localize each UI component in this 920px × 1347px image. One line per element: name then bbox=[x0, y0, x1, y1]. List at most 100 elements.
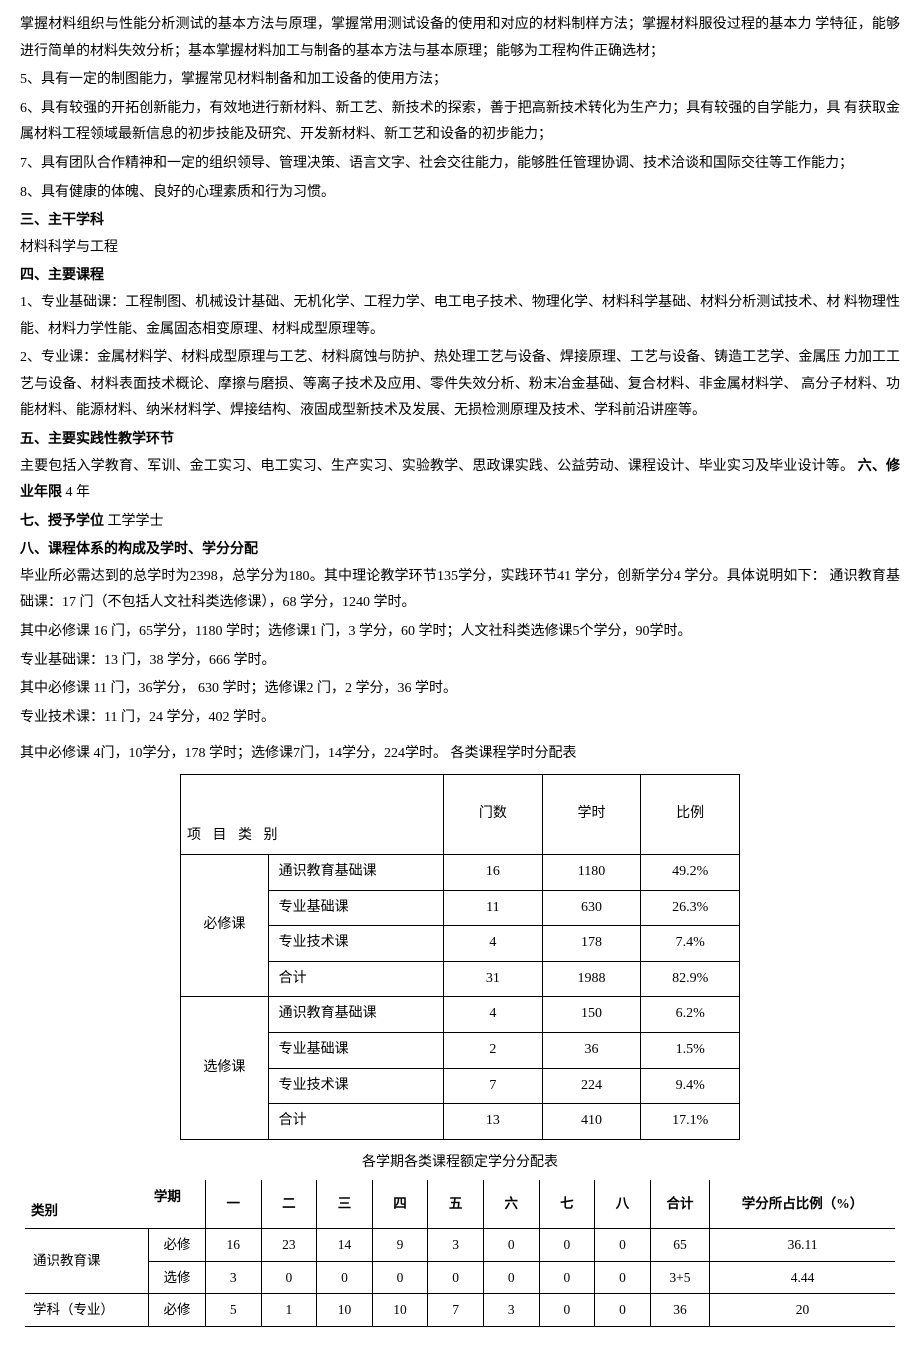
cell-hours: 224 bbox=[542, 1068, 641, 1104]
cell: 0 bbox=[595, 1294, 651, 1327]
semester-table-title: 各学期各类课程额定学分分配表 bbox=[20, 1150, 900, 1177]
cell-count: 31 bbox=[444, 961, 543, 997]
section-4-paragraph: 2、专业课：金属材料学、材料成型原理与工艺、材料腐蚀与防护、热处理工艺与设备、焊… bbox=[20, 345, 900, 425]
section-3-body: 材料科学与工程 bbox=[20, 235, 900, 262]
section-8-paragraph: 专业技术课：11 门，24 学分，402 学时。 bbox=[20, 705, 900, 732]
cell-count: 13 bbox=[444, 1104, 543, 1140]
sem-header: 学分所占比例（%） bbox=[710, 1180, 895, 1228]
row-name: 专业技术课 bbox=[268, 926, 443, 962]
sub-label: 必修 bbox=[149, 1228, 206, 1261]
section-7-title: 七、授予学位 bbox=[20, 514, 104, 529]
section-8-paragraph: 其中必修课 11 门，36学分， 630 学时；选修课2 门，2 学分，36 学… bbox=[20, 676, 900, 703]
cell: 0 bbox=[483, 1228, 539, 1261]
sub-label: 必修 bbox=[149, 1294, 206, 1327]
diag-bottom-label: 类别 bbox=[31, 1198, 58, 1224]
diag-top-label: 学期 bbox=[154, 1184, 181, 1210]
sem-header: 七 bbox=[539, 1180, 595, 1228]
semester-credits-table: 学期 类别 一 二 三 四 五 六 七 八 合计 学分所占比例（%） 通识教育课… bbox=[25, 1180, 895, 1326]
course-hours-table-wrap: 项 目 类 别 门数 学时 比例 必修课 通识教育基础课 16 1180 49.… bbox=[20, 774, 900, 1140]
row-name: 专业技术课 bbox=[268, 1068, 443, 1104]
group-label: 必修课 bbox=[181, 855, 269, 997]
table-row: 选修课 通识教育基础课 4 150 6.2% bbox=[181, 997, 740, 1033]
cell: 0 bbox=[595, 1228, 651, 1261]
section-8-title: 八、课程体系的构成及学时、学分分配 bbox=[20, 537, 900, 564]
course-hours-table: 项 目 类 别 门数 学时 比例 必修课 通识教育基础课 16 1180 49.… bbox=[180, 774, 740, 1140]
cell: 65 bbox=[650, 1228, 709, 1261]
section-5-title: 五、主要实践性教学环节 bbox=[20, 427, 900, 454]
cell: 0 bbox=[261, 1261, 317, 1294]
cell-pct: 6.2% bbox=[641, 997, 740, 1033]
section-8-paragraph: 其中必修课 4门，10学分，178 学时；选修课7门，14学分，224学时。 各… bbox=[20, 741, 900, 768]
cell: 0 bbox=[595, 1261, 651, 1294]
cell: 10 bbox=[372, 1294, 428, 1327]
cell-pct: 7.4% bbox=[641, 926, 740, 962]
row-name: 专业基础课 bbox=[268, 1033, 443, 1069]
cell-hours: 1180 bbox=[542, 855, 641, 891]
row-name: 合计 bbox=[268, 961, 443, 997]
cell-count: 4 bbox=[444, 926, 543, 962]
cell: 3 bbox=[428, 1228, 484, 1261]
cell: 0 bbox=[539, 1261, 595, 1294]
table-row: 通识教育课 必修 16 23 14 9 3 0 0 0 65 36.11 bbox=[25, 1228, 895, 1261]
cell: 0 bbox=[428, 1261, 484, 1294]
column-header: 比例 bbox=[641, 775, 740, 855]
row-name: 通识教育基础课 bbox=[268, 855, 443, 891]
cell: 10 bbox=[317, 1294, 373, 1327]
cell: 0 bbox=[539, 1294, 595, 1327]
column-header: 学时 bbox=[542, 775, 641, 855]
section-7-body: 工学学士 bbox=[104, 514, 164, 529]
cell: 0 bbox=[483, 1261, 539, 1294]
cell: 3+5 bbox=[650, 1261, 709, 1294]
section-7: 七、授予学位 工学学士 bbox=[20, 509, 900, 536]
sem-header: 八 bbox=[595, 1180, 651, 1228]
cell: 14 bbox=[317, 1228, 373, 1261]
cell: 0 bbox=[317, 1261, 373, 1294]
sem-header: 二 bbox=[261, 1180, 317, 1228]
row-name: 合计 bbox=[268, 1104, 443, 1140]
cell-count: 16 bbox=[444, 855, 543, 891]
sem-header: 一 bbox=[205, 1180, 261, 1228]
table-category-header: 项 目 类 别 bbox=[181, 775, 444, 855]
table-row: 必修课 通识教育基础课 16 1180 49.2% bbox=[181, 855, 740, 891]
cell: 36 bbox=[650, 1294, 709, 1327]
table-row: 选修 3 0 0 0 0 0 0 0 3+5 4.44 bbox=[25, 1261, 895, 1294]
cell: 0 bbox=[539, 1228, 595, 1261]
cell-pct: 82.9% bbox=[641, 961, 740, 997]
cell: 3 bbox=[205, 1261, 261, 1294]
cell: 36.11 bbox=[710, 1228, 895, 1261]
cell-pct: 1.5% bbox=[641, 1033, 740, 1069]
sem-header: 三 bbox=[317, 1180, 373, 1228]
body-paragraph: 6、具有较强的开拓创新能力，有效地进行新材料、新工艺、新技术的探索，善于把高新技… bbox=[20, 96, 900, 149]
section-3-title: 三、主干学科 bbox=[20, 208, 900, 235]
cell-count: 2 bbox=[444, 1033, 543, 1069]
cell-hours: 178 bbox=[542, 926, 641, 962]
section-5-body: 主要包括入学教育、军训、金工实习、电工实习、生产实习、实验教学、思政课实践、公益… bbox=[20, 454, 900, 507]
cell: 9 bbox=[372, 1228, 428, 1261]
cell-count: 11 bbox=[444, 890, 543, 926]
section-8-paragraph: 毕业所必需达到的总学时为2398，总学分为180。其中理论教学环节135学分，实… bbox=[20, 564, 900, 617]
cell-pct: 49.2% bbox=[641, 855, 740, 891]
cell-hours: 410 bbox=[542, 1104, 641, 1140]
cell-count: 4 bbox=[444, 997, 543, 1033]
table-header-row: 项 目 类 别 门数 学时 比例 bbox=[181, 775, 740, 855]
body-paragraph: 掌握材料组织与性能分析测试的基本方法与原理，掌握常用测试设备的使用和对应的材料制… bbox=[20, 12, 900, 65]
table-header-row: 学期 类别 一 二 三 四 五 六 七 八 合计 学分所占比例（%） bbox=[25, 1180, 895, 1228]
cell-count: 7 bbox=[444, 1068, 543, 1104]
cell: 20 bbox=[710, 1294, 895, 1327]
cell-pct: 26.3% bbox=[641, 890, 740, 926]
section-5-text: 主要包括入学教育、军训、金工实习、电工实习、生产实习、实验教学、思政课实践、公益… bbox=[20, 459, 854, 474]
category-label: 学科（专业） bbox=[25, 1294, 149, 1327]
cell: 7 bbox=[428, 1294, 484, 1327]
diagonal-header: 学期 类别 bbox=[25, 1180, 205, 1228]
cell: 5 bbox=[205, 1294, 261, 1327]
row-name: 通识教育基础课 bbox=[268, 997, 443, 1033]
cell: 0 bbox=[372, 1261, 428, 1294]
cell-pct: 17.1% bbox=[641, 1104, 740, 1140]
section-6-body: 4 年 bbox=[62, 485, 90, 500]
cell: 3 bbox=[483, 1294, 539, 1327]
sem-header: 六 bbox=[483, 1180, 539, 1228]
cell: 16 bbox=[205, 1228, 261, 1261]
sem-header: 合计 bbox=[650, 1180, 709, 1228]
section-8-paragraph: 其中必修课 16 门，65学分，1180 学时；选修课1 门，3 学分，60 学… bbox=[20, 619, 900, 646]
cell-pct: 9.4% bbox=[641, 1068, 740, 1104]
